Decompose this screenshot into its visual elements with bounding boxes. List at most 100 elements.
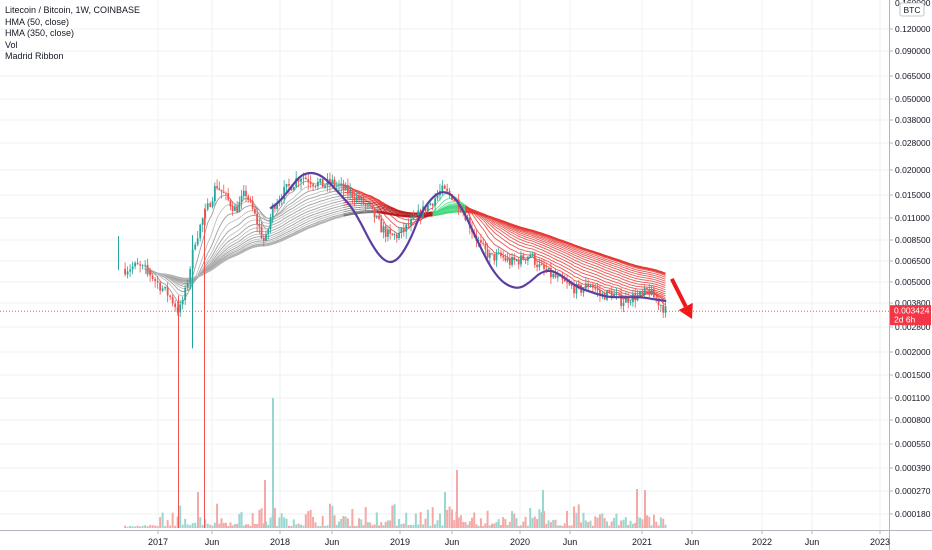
volume-bar-66 [280, 513, 283, 528]
volume-bar-216 [627, 524, 630, 528]
volume-bar-36 [213, 522, 216, 528]
volume-bar-177 [536, 519, 539, 528]
volume-bar-146 [466, 524, 469, 528]
volume-bar-121 [407, 524, 410, 528]
candle-13 [156, 275, 159, 289]
volume-bar-230 [659, 517, 662, 528]
volume-bar-97 [353, 525, 356, 528]
x-tick-label-5: Jun [445, 537, 460, 547]
volume-bar-218 [631, 523, 634, 528]
ribbon-line-0 [144, 180, 344, 303]
price-axis-bg[interactable] [889, 0, 932, 550]
candle-230 [659, 304, 662, 312]
candle-208 [608, 289, 611, 294]
y-tick-label-5: 0.028000 [895, 138, 931, 148]
ribbon-line-15 [145, 214, 344, 281]
bar-countdown: 2d 6h [894, 315, 916, 325]
candle-44 [231, 201, 234, 216]
legend-item-vol[interactable]: Vol [5, 39, 18, 50]
candle-190 [566, 274, 568, 289]
volume-bar-104 [369, 522, 372, 528]
volume-bar-203 [596, 517, 599, 528]
volume-bar-214 [622, 519, 625, 528]
candle-54 [253, 206, 256, 215]
candle-125 [417, 204, 420, 216]
y-tick-label-15: 0.001500 [895, 370, 931, 380]
volume-bar-88 [333, 515, 336, 528]
candle-172 [524, 259, 527, 265]
candle-67 [283, 180, 286, 204]
volume-bar-229 [657, 525, 660, 528]
candle-107 [375, 214, 378, 219]
volume-bar-232 [664, 524, 667, 528]
volume-bar-67 [283, 517, 286, 528]
volume-bar-47 [238, 513, 241, 528]
volume-bar-167 [513, 513, 516, 528]
volume-bar-196 [580, 522, 583, 528]
volume-bar-77 [307, 511, 310, 528]
volume-bar-2 [129, 525, 132, 528]
volume-bar-219 [634, 522, 637, 528]
candle-173 [526, 256, 529, 266]
volume-bar-45 [233, 523, 236, 528]
volume-bar-186 [556, 525, 559, 528]
volume-bar-131 [431, 507, 434, 528]
volume-bar-27 [191, 523, 194, 528]
volume-bar-0 [124, 525, 127, 528]
volume-bar-39 [220, 518, 223, 528]
legend-item-hma50[interactable]: HMA (50, close) [5, 16, 70, 27]
volume-bar-224 [645, 515, 648, 528]
annotations [0, 277, 889, 320]
candle-99 [358, 190, 360, 205]
volume-bar-65 [278, 517, 281, 528]
y-tick-label-21: 0.000180 [895, 509, 931, 519]
volume-bar-127 [422, 524, 425, 528]
candle-51 [247, 194, 250, 203]
volume-bar-4 [134, 526, 137, 528]
candle-105 [371, 205, 374, 210]
currency-badge[interactable]: BTC [899, 2, 925, 17]
candle-222 [641, 288, 644, 297]
volume-bar-154 [484, 523, 487, 528]
ribbon-line-3 [145, 187, 344, 289]
ribbon-line-5 [145, 192, 344, 286]
ribbon-line-11 [432, 207, 466, 214]
volume-bar-181 [545, 523, 548, 528]
candle-77 [307, 172, 310, 191]
ribbon-line-15 [343, 210, 377, 217]
legend-title[interactable]: Litecoin / Bitcoin, 1W, COINBASE [5, 5, 141, 15]
volume-bar-48 [240, 511, 243, 528]
volume-bar-129 [426, 509, 429, 528]
volume-bar-221 [638, 517, 641, 528]
candle-108 [378, 211, 380, 221]
volume-bar-118 [400, 524, 403, 528]
volume-bar-137 [446, 509, 449, 528]
legend-item-ribbon[interactable]: Madrid Ribbon [5, 51, 64, 61]
legend-item-hma350[interactable]: HMA (350, close) [5, 28, 75, 38]
volume-bar-182 [547, 520, 550, 528]
candle-12 [154, 276, 157, 288]
volume-bar-106 [373, 524, 376, 528]
candle-200 [589, 283, 592, 288]
candle-194 [575, 281, 578, 299]
candle-109 [380, 214, 383, 233]
volume-spike-7 [197, 492, 199, 528]
candle-36 [213, 182, 216, 206]
candle-178 [538, 258, 541, 271]
candle-175 [531, 251, 534, 258]
candle-133 [436, 190, 439, 202]
volume-bar-43 [229, 522, 232, 528]
candle-19 [171, 294, 174, 307]
candle-28 [194, 241, 197, 251]
y-tick-label-17: 0.000800 [895, 415, 931, 425]
time-axis-bg[interactable] [0, 530, 932, 550]
candle-199 [587, 279, 590, 291]
volume-bar-60 [267, 524, 270, 528]
candle-24 [184, 285, 187, 306]
y-tick-label-13: 0.002800 [895, 322, 931, 332]
volume-bar-9 [146, 526, 149, 528]
last-price-value: 0.003424 [894, 306, 930, 316]
volume-bar-21 [176, 516, 179, 528]
